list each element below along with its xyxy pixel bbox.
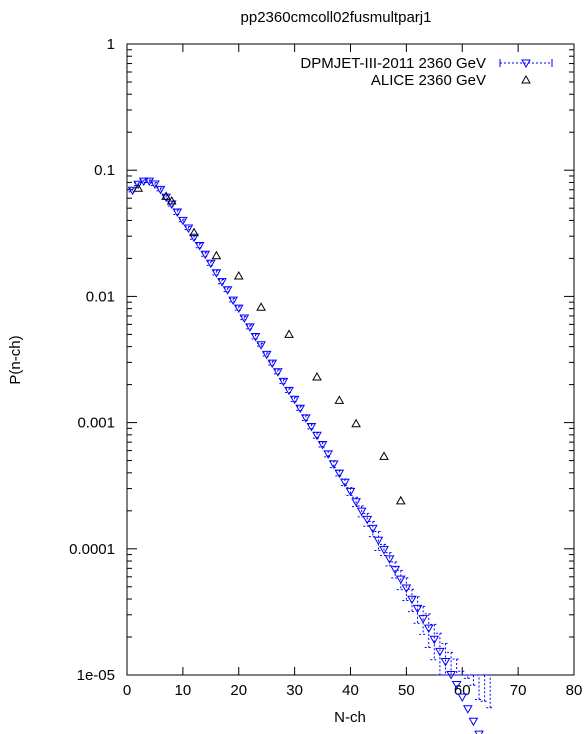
dpmjet-point xyxy=(451,681,462,690)
y-axis-label: P(n-ch) xyxy=(7,335,24,384)
dpmjet-point xyxy=(300,414,311,423)
x-tick-label: 10 xyxy=(175,682,192,699)
alice-point xyxy=(351,418,361,428)
dpmjet-point xyxy=(440,657,451,667)
dpmjet-point xyxy=(161,193,171,203)
dpmjet-point xyxy=(233,304,244,314)
dpmjet-point xyxy=(295,404,306,414)
legend-dpmjet-marker xyxy=(521,59,531,69)
dpmjet-point xyxy=(412,604,423,614)
dpmjet-point xyxy=(273,368,283,377)
dpmjet-point xyxy=(457,693,468,702)
alice-point xyxy=(161,191,171,200)
dpmjet-point xyxy=(217,278,227,287)
dpmjet-point xyxy=(284,386,294,396)
alice-point xyxy=(133,183,144,192)
y-tick-label: 1e-05 xyxy=(77,667,115,684)
dpmjet-point xyxy=(155,185,166,195)
x-tick-label: 60 xyxy=(454,682,471,699)
x-tick-label: 40 xyxy=(342,682,359,699)
dpmjet-point xyxy=(407,595,417,605)
dpmjet-point xyxy=(462,705,473,714)
alice-point xyxy=(233,271,244,280)
alice-point xyxy=(334,395,345,404)
dpmjet-point xyxy=(323,450,334,459)
x-axis-label: N-ch xyxy=(334,709,366,726)
dpmjet-series xyxy=(127,177,495,734)
x-tick-label: 50 xyxy=(398,682,415,699)
dpmjet-point xyxy=(351,498,361,507)
dpmjet-point xyxy=(379,546,389,555)
alice-point xyxy=(211,250,222,260)
y-tick-label: 0.0001 xyxy=(69,541,115,558)
dpmjet-point xyxy=(395,575,406,585)
dpmjet-point xyxy=(239,314,250,324)
dpmjet-point xyxy=(429,635,440,645)
dpmjet-point xyxy=(317,441,328,450)
dpmjet-point xyxy=(373,536,384,546)
dpmjet-point xyxy=(228,296,239,306)
dpmjet-point xyxy=(138,177,149,187)
y-tick-label: 0.01 xyxy=(86,288,115,305)
dpmjet-point xyxy=(245,323,255,332)
dpmjet-point xyxy=(261,350,272,360)
dpmjet-point xyxy=(435,647,445,657)
y-tick-label: 1 xyxy=(107,36,115,53)
legend: DPMJET-III-2011 2360 GeV ALICE 2360 GeV xyxy=(300,55,553,89)
dpmjet-point xyxy=(345,487,356,497)
dpmjet-point xyxy=(401,584,412,594)
dpmjet-point xyxy=(468,717,479,727)
y-tick-label: 0.001 xyxy=(77,415,115,432)
dpmjet-point xyxy=(367,524,378,534)
dpmjet-point xyxy=(267,359,278,369)
dpmjet-point xyxy=(306,422,317,432)
dpmjet-point xyxy=(222,286,233,295)
dpmjet-point xyxy=(189,233,199,243)
dpmjet-point xyxy=(334,469,345,479)
y-tick-label: 0.1 xyxy=(94,162,115,179)
x-tick-label: 0 xyxy=(123,682,131,699)
alice-point xyxy=(312,371,322,381)
axes: 0 10 20 30 40 50 60 70 80 1e-05 0.0001 0.001 0.01 0.1… xyxy=(69,36,582,699)
legend-label-dpmjet: DPMJET-III-2011 2360 GeV xyxy=(300,55,486,72)
alice-point xyxy=(379,451,389,460)
dpmjet-point xyxy=(340,478,350,488)
dpmjet-point xyxy=(205,259,216,269)
alice-point xyxy=(189,227,199,237)
alice-point xyxy=(284,329,294,338)
alice-point xyxy=(256,302,266,311)
dpmjet-point xyxy=(312,431,322,441)
x-tick-label: 30 xyxy=(286,682,303,699)
dpmjet-point xyxy=(250,333,261,342)
x-tick-label: 20 xyxy=(230,682,247,699)
x-tick-label: 70 xyxy=(510,682,527,699)
dpmjet-point xyxy=(256,341,266,350)
dpmjet-point xyxy=(200,250,211,260)
dpmjet-point xyxy=(150,180,160,190)
dpmjet-point xyxy=(289,395,300,405)
dpmjet-point xyxy=(474,730,484,734)
dpmjet-point xyxy=(362,515,373,525)
dpmjet-point xyxy=(423,624,434,634)
dpmjet-point xyxy=(178,216,188,226)
dpmjet-point xyxy=(278,377,289,387)
legend-alice-marker xyxy=(521,74,531,84)
x-tick-label: 80 xyxy=(566,682,583,699)
dpmjet-point xyxy=(356,507,367,517)
dpmjet-point xyxy=(211,269,222,278)
plot-frame xyxy=(126,43,575,676)
dpmjet-point xyxy=(418,615,428,624)
alice-series xyxy=(133,183,406,505)
dpmjet-point xyxy=(328,460,339,469)
alice-point xyxy=(395,495,406,505)
chart-title: pp2360cmcoll02fusmultparj1 xyxy=(241,9,432,26)
dpmjet-point xyxy=(133,180,144,190)
dpmjet-point xyxy=(194,242,205,251)
legend-label-alice: ALICE 2360 GeV xyxy=(371,72,486,89)
dpmjet-point xyxy=(384,555,395,564)
alice-point xyxy=(166,196,177,205)
dpmjet-point xyxy=(172,208,183,218)
dpmjet-point xyxy=(183,224,194,234)
